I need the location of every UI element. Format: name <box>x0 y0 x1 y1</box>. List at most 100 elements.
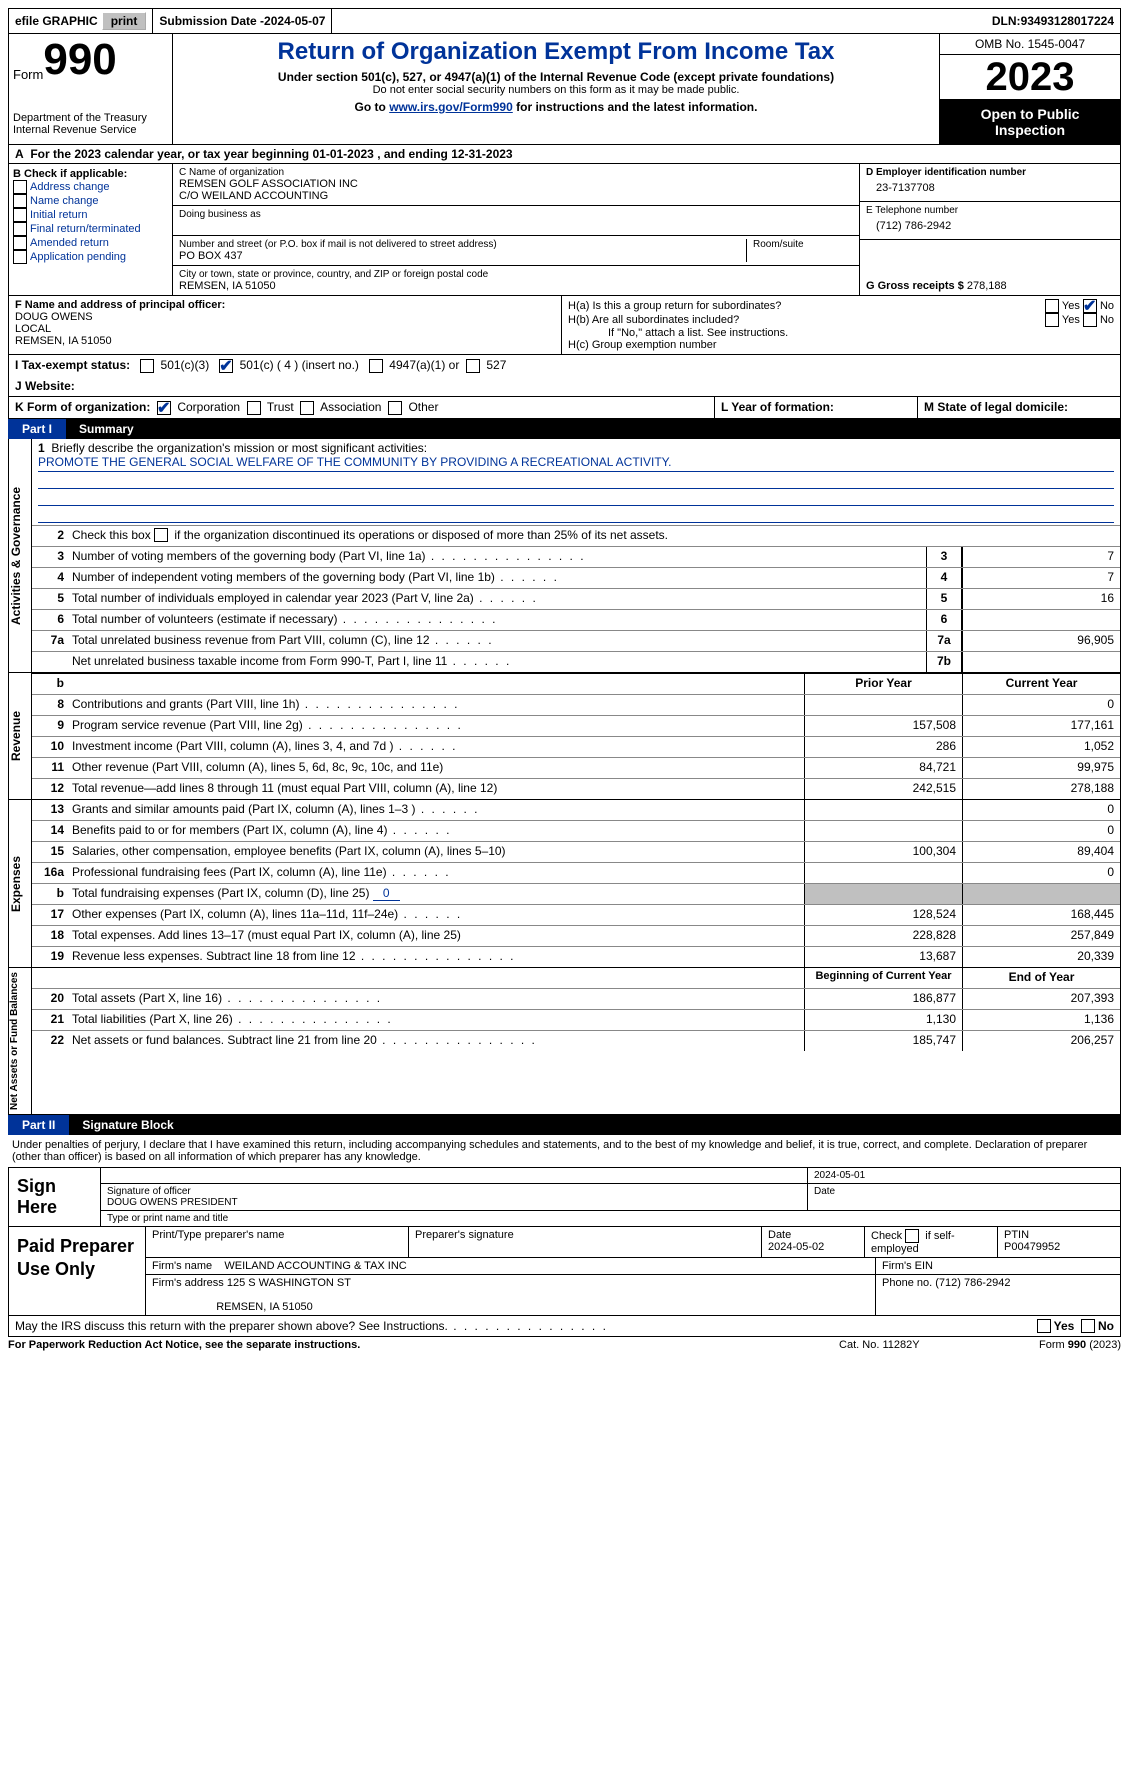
irs-link[interactable]: www.irs.gov/Form990 <box>389 100 513 114</box>
phone-label: E Telephone number <box>866 205 1114 216</box>
c14: 0 <box>962 821 1120 841</box>
room-label: Room/suite <box>753 239 853 250</box>
line-7b: Net unrelated business taxable income fr… <box>68 652 926 672</box>
row-j: J Website: <box>8 376 1121 397</box>
p9: 157,508 <box>804 716 962 736</box>
tax-period: A For the 2023 calendar year, or tax yea… <box>8 145 1121 164</box>
p18: 228,828 <box>804 926 962 946</box>
preparer-block: Paid Preparer Use Only Print/Type prepar… <box>8 1227 1121 1316</box>
c20: 207,393 <box>962 989 1120 1009</box>
chk-name[interactable] <box>13 194 27 208</box>
prep-phone: (712) 786-2942 <box>935 1277 1010 1289</box>
prep-firm: WEILAND ACCOUNTING & TAX INC <box>224 1260 406 1272</box>
side-netassets: Net Assets or Fund Balances <box>9 968 32 1114</box>
box-f: F Name and address of principal officer:… <box>9 296 562 354</box>
line-21: Total liabilities (Part X, line 26) <box>68 1010 804 1030</box>
line-19: Revenue less expenses. Subtract line 18 … <box>68 947 804 967</box>
val-6 <box>962 610 1120 630</box>
side-expenses: Expenses <box>9 800 32 967</box>
p21: 1,130 <box>804 1010 962 1030</box>
line-13: Grants and similar amounts paid (Part IX… <box>68 800 804 820</box>
p11: 84,721 <box>804 758 962 778</box>
chk-final[interactable] <box>13 222 27 236</box>
chk-527[interactable] <box>466 359 480 373</box>
side-revenue: Revenue <box>9 673 32 799</box>
c21: 1,136 <box>962 1010 1120 1030</box>
box-b: B Check if applicable: Address change Na… <box>9 164 173 295</box>
chk-discuss-no[interactable] <box>1081 1319 1095 1333</box>
prep-sig-label: Preparer's signature <box>409 1227 762 1257</box>
p22: 185,747 <box>804 1031 962 1051</box>
chk-discontinued[interactable] <box>154 528 168 542</box>
line-16b: Total fundraising expenses (Part IX, col… <box>68 884 804 904</box>
dba-label: Doing business as <box>179 209 853 220</box>
line-6: Total number of volunteers (estimate if … <box>68 610 926 630</box>
open-inspection: Open to Public Inspection <box>940 100 1120 144</box>
chk-selfemp[interactable] <box>905 1229 919 1243</box>
form-title: Return of Organization Exempt From Incom… <box>177 38 935 66</box>
chk-corp[interactable] <box>157 401 171 415</box>
chk-discuss-yes[interactable] <box>1037 1319 1051 1333</box>
penalty-text: Under penalties of perjury, I declare th… <box>8 1135 1121 1167</box>
p15: 100,304 <box>804 842 962 862</box>
identity-block: B Check if applicable: Address change Na… <box>8 164 1121 296</box>
chk-hb-yes[interactable] <box>1045 313 1059 327</box>
p20: 186,877 <box>804 989 962 1009</box>
line-8: Contributions and grants (Part VIII, lin… <box>68 695 804 715</box>
c18: 257,849 <box>962 926 1120 946</box>
street: PO BOX 437 <box>179 250 746 262</box>
line-12: Total revenue—add lines 8 through 11 (mu… <box>68 779 804 799</box>
gross-receipts: G Gross receipts $ 278,188 <box>866 280 1007 292</box>
chk-trust[interactable] <box>247 401 261 415</box>
chk-ha-yes[interactable] <box>1045 299 1059 313</box>
state-domicile: M State of legal domicile: <box>924 400 1068 414</box>
c15: 89,404 <box>962 842 1120 862</box>
section-revenue: Revenue bPrior YearCurrent Year 8Contrib… <box>8 673 1121 800</box>
footer-mid: Cat. No. 11282Y <box>839 1339 1039 1351</box>
year-formation: L Year of formation: <box>721 400 834 414</box>
chk-assoc[interactable] <box>300 401 314 415</box>
chk-pending[interactable] <box>13 250 27 264</box>
org-name-label: C Name of organization <box>179 167 853 178</box>
org-careof: C/O WEILAND ACCOUNTING <box>179 190 853 202</box>
p8 <box>804 695 962 715</box>
org-name: REMSEN GOLF ASSOCIATION INC <box>179 178 853 190</box>
sig-officer-name: DOUG OWENS PRESIDENT <box>107 1197 238 1208</box>
hdr-prior: Prior Year <box>804 674 962 694</box>
line-15: Salaries, other compensation, employee b… <box>68 842 804 862</box>
line-7a: Total unrelated business revenue from Pa… <box>68 631 926 651</box>
prep-ein-label: Firm's EIN <box>876 1258 1120 1274</box>
chk-amended[interactable] <box>13 236 27 250</box>
c19: 20,339 <box>962 947 1120 967</box>
line-3: Number of voting members of the governin… <box>68 547 926 567</box>
chk-501c3[interactable] <box>140 359 154 373</box>
prep-addr2: REMSEN, IA 51050 <box>216 1301 313 1313</box>
ein-label: D Employer identification number <box>866 167 1026 178</box>
form-header: Form 990 Department of the Treasury Inte… <box>8 34 1121 145</box>
section-netassets: Net Assets or Fund Balances Beginning of… <box>8 968 1121 1115</box>
chk-hb-no[interactable] <box>1083 313 1097 327</box>
print-button[interactable]: print <box>102 12 147 30</box>
chk-other[interactable] <box>388 401 402 415</box>
mission-text: PROMOTE THE GENERAL SOCIAL WELFARE OF TH… <box>38 455 1114 472</box>
side-governance: Activities & Governance <box>9 439 32 672</box>
submission-date: Submission Date - 2024-05-07 <box>153 9 332 33</box>
chk-501c[interactable] <box>219 359 233 373</box>
form-number: 990 <box>43 38 116 82</box>
city: REMSEN, IA 51050 <box>179 280 853 292</box>
line-20: Total assets (Part X, line 16) <box>68 989 804 1009</box>
prep-selfemp: Check if self-employed <box>865 1227 998 1257</box>
chk-ha-no[interactable] <box>1083 299 1097 313</box>
part2-header: Part II Signature Block <box>8 1115 1121 1135</box>
sign-here-label: Sign Here <box>9 1168 101 1226</box>
box-h: H(a) Is this a group return for subordin… <box>562 296 1120 354</box>
chk-initial[interactable] <box>13 208 27 222</box>
chk-4947[interactable] <box>369 359 383 373</box>
chk-address[interactable] <box>13 180 27 194</box>
efile-label: efile GRAPHIC print <box>9 9 153 33</box>
row-i: I Tax-exempt status: 501(c)(3) 501(c) ( … <box>8 355 1121 376</box>
tax-year: 2023 <box>940 55 1120 100</box>
line-16a: Professional fundraising fees (Part IX, … <box>68 863 804 883</box>
hdr-current: Current Year <box>962 674 1120 694</box>
c9: 177,161 <box>962 716 1120 736</box>
